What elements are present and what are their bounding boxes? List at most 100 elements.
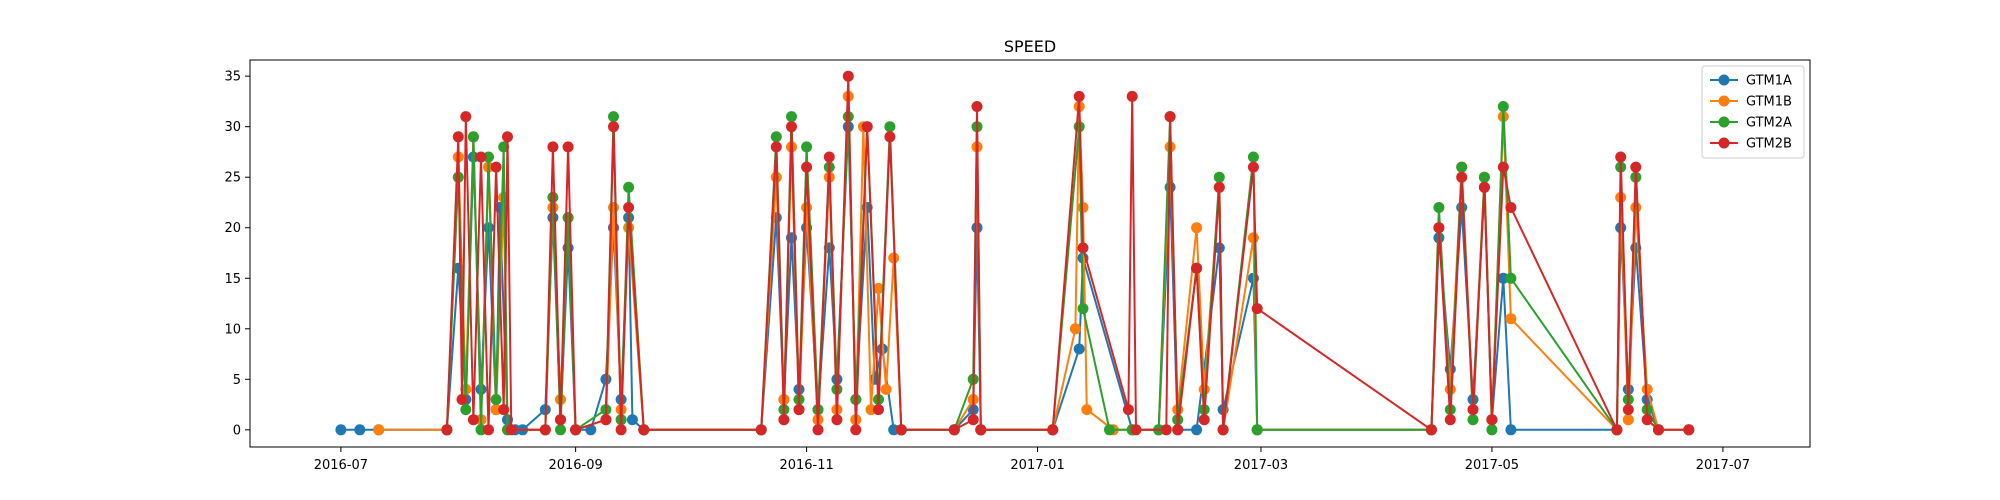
data-point <box>547 191 559 203</box>
data-point <box>475 151 487 163</box>
data-point <box>623 181 635 193</box>
data-point <box>626 414 638 426</box>
data-point <box>1641 414 1653 426</box>
data-point <box>498 404 510 416</box>
data-point <box>770 131 782 143</box>
data-point <box>608 121 619 133</box>
data-point <box>555 424 566 436</box>
data-point <box>460 111 472 123</box>
data-point <box>801 202 813 213</box>
y-tick-label: 5 <box>233 373 241 388</box>
data-point <box>1622 404 1634 416</box>
data-point <box>1497 161 1509 173</box>
data-point <box>490 161 502 173</box>
data-point <box>801 161 813 173</box>
y-tick-label: 0 <box>233 423 241 438</box>
data-point <box>335 424 347 436</box>
data-point <box>1622 414 1634 426</box>
data-point <box>1047 424 1059 436</box>
data-point <box>971 222 983 234</box>
data-point <box>1198 414 1210 426</box>
data-point <box>1456 161 1468 173</box>
data-point <box>1630 161 1642 173</box>
data-point <box>1497 101 1509 112</box>
data-point <box>467 414 479 426</box>
data-point <box>1251 303 1263 315</box>
data-point <box>600 414 612 426</box>
data-point <box>1191 262 1203 274</box>
data-point <box>1653 424 1664 436</box>
legend-item: GTM1B <box>1710 95 1792 110</box>
data-point <box>570 424 582 436</box>
data-point <box>1069 323 1081 335</box>
data-point <box>967 414 979 426</box>
data-point <box>1478 181 1490 193</box>
series-gtm2b <box>441 70 1695 436</box>
data-point <box>786 121 797 133</box>
data-point <box>1213 181 1225 193</box>
data-point <box>490 394 502 405</box>
data-point <box>585 424 597 436</box>
legend-marker <box>1718 116 1730 128</box>
data-point <box>1505 424 1517 436</box>
data-point <box>1077 242 1089 254</box>
data-point <box>1077 303 1089 315</box>
data-point <box>483 424 494 436</box>
plot-frame <box>249 59 1811 448</box>
x-tick-label: 2017-01 <box>1010 458 1064 473</box>
data-point <box>755 424 767 436</box>
data-point <box>562 141 574 153</box>
data-point <box>1425 424 1437 436</box>
x-tick-label: 2016-11 <box>779 458 833 473</box>
data-point <box>354 424 366 436</box>
plot-area <box>249 59 1811 448</box>
y-tick-label: 35 <box>224 70 241 85</box>
legend-label: GTM2A <box>1746 116 1792 131</box>
data-point <box>615 424 627 436</box>
x-tick-label: 2016-07 <box>314 458 368 473</box>
data-point <box>971 101 983 112</box>
data-point <box>1505 272 1517 284</box>
data-point <box>460 404 472 416</box>
data-point <box>1456 171 1468 183</box>
series-layer <box>335 70 1695 436</box>
data-point <box>1130 424 1142 436</box>
legend: GTM1A GTM1B GTM2A GTM2B <box>1701 65 1805 159</box>
data-point <box>1247 232 1259 244</box>
legend-label: GTM1A <box>1746 74 1792 89</box>
y-tick-label: 20 <box>224 221 241 236</box>
data-point <box>1478 171 1490 183</box>
data-point <box>884 131 896 143</box>
data-point <box>831 414 843 426</box>
data-point <box>483 222 494 234</box>
legend-marker <box>1718 74 1730 86</box>
data-point <box>850 424 862 436</box>
data-point <box>623 202 635 213</box>
data-point <box>1191 222 1203 234</box>
data-point <box>608 111 619 123</box>
legend-box <box>1701 65 1805 159</box>
data-point <box>975 424 987 436</box>
data-point <box>1191 424 1203 436</box>
data-point <box>1486 424 1498 436</box>
data-point <box>452 131 464 143</box>
x-tick-label: 2017-07 <box>1696 458 1750 473</box>
legend-item: GTM2B <box>1710 137 1792 152</box>
data-point <box>490 404 502 416</box>
data-point <box>1104 424 1115 436</box>
data-point <box>441 424 453 436</box>
data-point <box>1467 404 1479 416</box>
data-point <box>812 424 824 436</box>
data-point <box>638 424 650 436</box>
data-point <box>873 282 884 294</box>
data-point <box>1467 414 1479 426</box>
data-point <box>793 404 805 416</box>
data-point <box>467 131 479 143</box>
data-point <box>1456 202 1468 213</box>
x-axis: 2016-07 2016-09 2016-11 2017-01 2017-03 2017-… <box>314 447 1750 473</box>
data-point <box>1497 272 1509 284</box>
chart-title: SPEED <box>1004 37 1056 56</box>
legend-marker <box>1718 95 1730 107</box>
data-point <box>1217 424 1229 436</box>
legend-label: GTM1B <box>1746 95 1792 110</box>
